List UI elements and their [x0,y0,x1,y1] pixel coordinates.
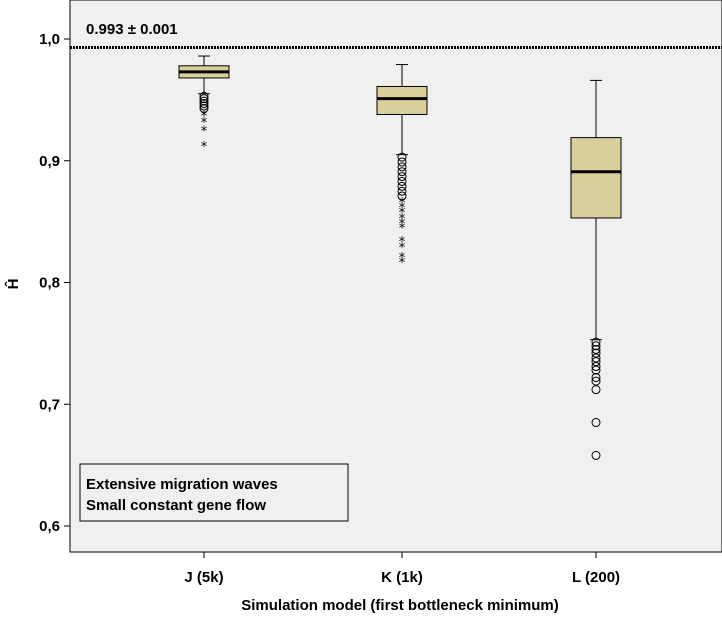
outlier-point [591,344,601,354]
y-tick-label-0: 1,0 [39,31,60,48]
x-axis-ticks: J (5k) K (1k) L (200) [184,552,620,586]
outlier-point [397,152,407,162]
outlier-point [397,162,407,172]
extreme-point: * [399,196,406,211]
outlier-point [199,101,209,111]
boxes-layer: ************** [178,55,622,460]
outlier-point [591,341,601,351]
extreme-point: * [399,206,406,221]
outlier-point [591,348,601,358]
outlier-point [591,372,601,382]
outlier-point [199,91,209,101]
extreme-point: * [399,241,406,256]
extreme-point: * [399,217,406,232]
extreme-point: * [399,251,406,266]
y-tick-label-3: 0,7 [39,396,60,413]
legend-box [79,463,349,522]
box-1: ********** [376,64,428,271]
outlier-point [591,376,601,386]
outlier-point [199,99,209,109]
y-tick-label-2: 0,8 [39,275,60,292]
extreme-point: * [201,110,208,125]
y-tick-label-4: 0,6 [39,518,60,535]
y-tick-label-1: 0,9 [39,153,60,170]
outlier-point [199,96,209,106]
outlier-point [199,94,209,104]
outlier-point [397,167,407,177]
x-tick-label-0: J (5k) [184,569,223,586]
outlier-point [591,362,601,372]
outlier-point [397,176,407,186]
outlier-point [397,181,407,191]
extreme-point: * [399,201,406,216]
outlier-point [397,172,407,182]
extreme-point: * [399,222,406,237]
x-tick-label-1: K (1k) [381,569,423,586]
extreme-point: * [399,235,406,250]
outlier-point [591,365,601,375]
box-2 [570,79,622,460]
reference-line-label: 0.993 ± 0.001 [86,21,178,38]
outlier-point [591,418,601,428]
outlier-point [591,450,601,460]
x-tick-label-2: L (200) [572,569,620,586]
outlier-point [591,337,601,347]
outlier-point [591,353,601,363]
legend-line-1: Extensive migration waves [86,476,278,493]
extreme-point: * [201,140,208,155]
x-axis-title: Simulation model (first bottleneck minim… [241,597,559,614]
outlier-point [199,103,209,113]
extreme-point: * [201,116,208,131]
box-0: **** [178,55,230,155]
outlier-point [591,385,601,395]
y-axis-ticks: 1,0 0,9 0,8 0,7 0,6 [39,31,70,535]
legend: Extensive migration waves Small constant… [79,463,349,522]
legend-line-2: Small constant gene flow [86,497,266,514]
y-axis-title: Ĥ [4,279,22,290]
extreme-point: * [201,124,208,139]
outlier-point [591,357,601,367]
box-iqr [570,137,622,219]
box-iqr [376,85,428,115]
extreme-point: * [399,256,406,271]
outlier-point [397,186,407,196]
outlier-point [397,191,407,201]
extreme-point: * [399,212,406,227]
outlier-point [397,157,407,167]
